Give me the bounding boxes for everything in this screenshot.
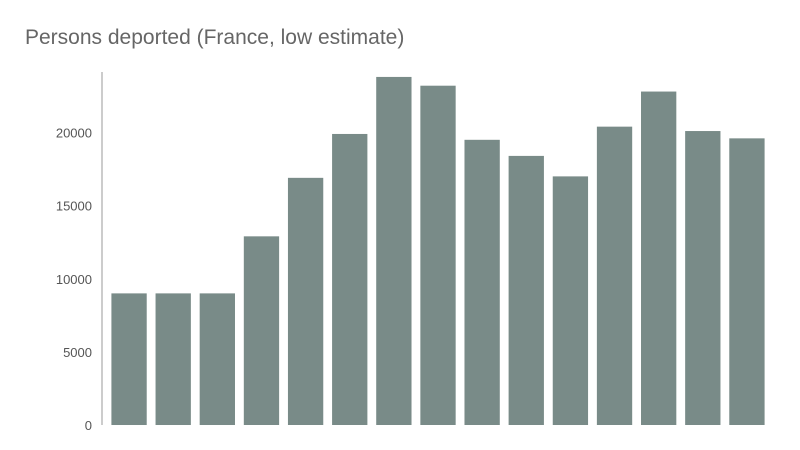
bar [243,236,280,425]
bar [111,293,147,426]
bar [464,139,500,425]
bar [287,177,324,425]
y-axis-tick-labels: 0 5000 10000 15000 20000 [56,126,92,434]
bar [155,293,191,426]
bar [199,293,235,426]
y-tick-label: 5000 [63,345,92,360]
chart-title: Persons deported (France, low estimate) [25,26,405,49]
y-tick-label: 0 [85,418,92,433]
bar [376,76,412,426]
y-tick-label: 15000 [56,199,92,214]
bar [552,176,589,426]
bar [685,131,721,426]
bar [729,138,765,425]
bar [420,85,456,425]
y-tick-label: 10000 [56,272,92,287]
bars-group [111,76,765,426]
bar [596,126,633,426]
y-tick-label: 20000 [56,126,92,141]
bar [508,155,544,425]
bar [641,91,677,426]
bar [332,133,368,425]
